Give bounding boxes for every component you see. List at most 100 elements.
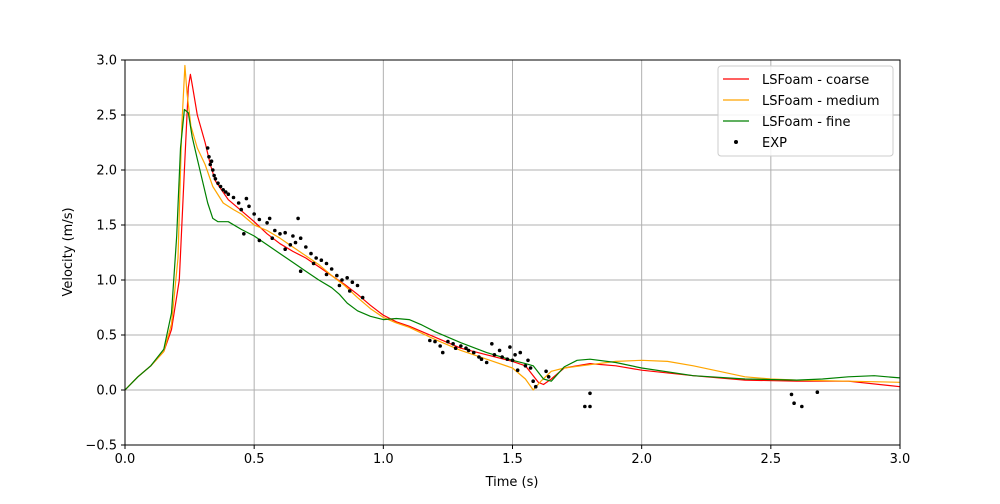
data-point xyxy=(293,240,298,245)
data-point xyxy=(583,404,587,409)
data-point xyxy=(792,401,796,406)
x-tick-label: 3.0 xyxy=(890,452,911,467)
data-point xyxy=(533,384,538,389)
data-point xyxy=(311,261,316,266)
y-tick-label: 0.0 xyxy=(96,384,117,399)
data-point xyxy=(231,195,236,200)
data-point xyxy=(340,278,344,282)
data-point xyxy=(257,238,262,243)
series-line-lsfoam-medium xyxy=(124,64,901,391)
data-point xyxy=(270,236,275,240)
y-tick-label: −0.5 xyxy=(85,439,117,454)
data-point xyxy=(329,267,334,271)
data-point xyxy=(451,342,455,346)
x-tick-label: 2.5 xyxy=(760,452,781,467)
data-point xyxy=(588,404,592,409)
data-point xyxy=(208,162,213,167)
data-point xyxy=(500,355,504,359)
data-point xyxy=(335,273,339,278)
data-point xyxy=(226,192,231,196)
data-point xyxy=(347,289,352,293)
x-tick-label: 2.0 xyxy=(631,452,652,467)
data-point xyxy=(296,216,300,221)
y-tick-label: 1.5 xyxy=(96,219,117,234)
data-point xyxy=(433,339,437,344)
legend-marker-exp xyxy=(734,140,738,144)
legend-label-lsfoam-coarse: LSFoam - coarse xyxy=(762,73,869,88)
legend-label-lsfoam-medium: LSFoam - medium xyxy=(762,94,879,109)
data-point xyxy=(283,247,287,251)
data-point xyxy=(505,357,510,362)
data-point xyxy=(223,190,228,194)
data-point xyxy=(459,344,463,348)
data-point xyxy=(207,155,211,159)
data-point xyxy=(513,353,517,357)
data-point xyxy=(350,280,355,285)
x-tick-label: 0.0 xyxy=(115,452,136,467)
data-point xyxy=(247,204,251,209)
data-point xyxy=(815,390,820,395)
data-point xyxy=(273,228,277,233)
data-point xyxy=(446,339,450,344)
data-point xyxy=(355,283,360,288)
data-point xyxy=(490,342,494,346)
data-point xyxy=(242,232,246,236)
data-point xyxy=(309,251,313,256)
data-point xyxy=(497,348,502,353)
data-point xyxy=(314,256,318,260)
data-point xyxy=(291,234,295,238)
legend-box xyxy=(717,65,894,157)
data-point xyxy=(471,350,476,355)
data-point xyxy=(479,357,484,362)
data-point xyxy=(267,216,272,221)
data-point xyxy=(337,283,342,288)
x-tick-label: 1.5 xyxy=(502,452,523,467)
data-point xyxy=(298,236,303,240)
data-point xyxy=(252,212,256,216)
data-point xyxy=(218,184,223,189)
legend-label-exp: EXP xyxy=(762,136,787,151)
y-tick-label: 2.0 xyxy=(96,164,117,179)
data-point xyxy=(212,173,216,178)
data-point xyxy=(319,258,324,263)
data-point xyxy=(800,404,804,409)
data-point xyxy=(236,201,241,205)
y-tick-label: 2.5 xyxy=(96,109,117,124)
x-axis-label: Time (s) xyxy=(485,475,539,490)
data-point xyxy=(209,159,214,163)
data-point xyxy=(440,350,445,355)
data-point xyxy=(213,177,218,181)
y-axis-label: Velocity (m/s) xyxy=(61,207,76,296)
data-point xyxy=(464,346,468,351)
x-tick-label: 1.0 xyxy=(373,452,394,467)
data-point xyxy=(523,364,528,368)
data-point xyxy=(508,345,512,349)
data-point xyxy=(278,232,282,236)
y-tick-label: 1.0 xyxy=(96,274,117,289)
data-point xyxy=(221,188,225,192)
data-point xyxy=(477,355,481,359)
data-point xyxy=(515,368,520,373)
data-point xyxy=(438,344,442,348)
data-point xyxy=(492,353,497,357)
axis-ticks: 0.0 0.5 1.0 1.5 2.0 2.5 3.0−0.50.00.51.01.52.0… xyxy=(85,54,910,468)
data-point xyxy=(531,379,535,384)
series-layer xyxy=(124,64,901,409)
data-point xyxy=(304,245,308,249)
data-point xyxy=(324,272,329,277)
data-point xyxy=(453,346,458,351)
series-exp-points xyxy=(205,146,820,409)
data-point xyxy=(526,358,530,363)
data-point xyxy=(345,276,349,280)
data-point xyxy=(588,391,592,396)
data-point xyxy=(510,358,515,363)
data-point xyxy=(546,375,551,379)
legend-label-lsfoam-fine: LSFoam - fine xyxy=(762,115,850,130)
data-point xyxy=(239,207,244,212)
y-tick-label: 3.0 xyxy=(96,54,117,69)
data-point xyxy=(205,146,210,150)
data-point xyxy=(283,230,287,235)
data-point xyxy=(518,350,523,355)
data-point xyxy=(789,392,794,397)
